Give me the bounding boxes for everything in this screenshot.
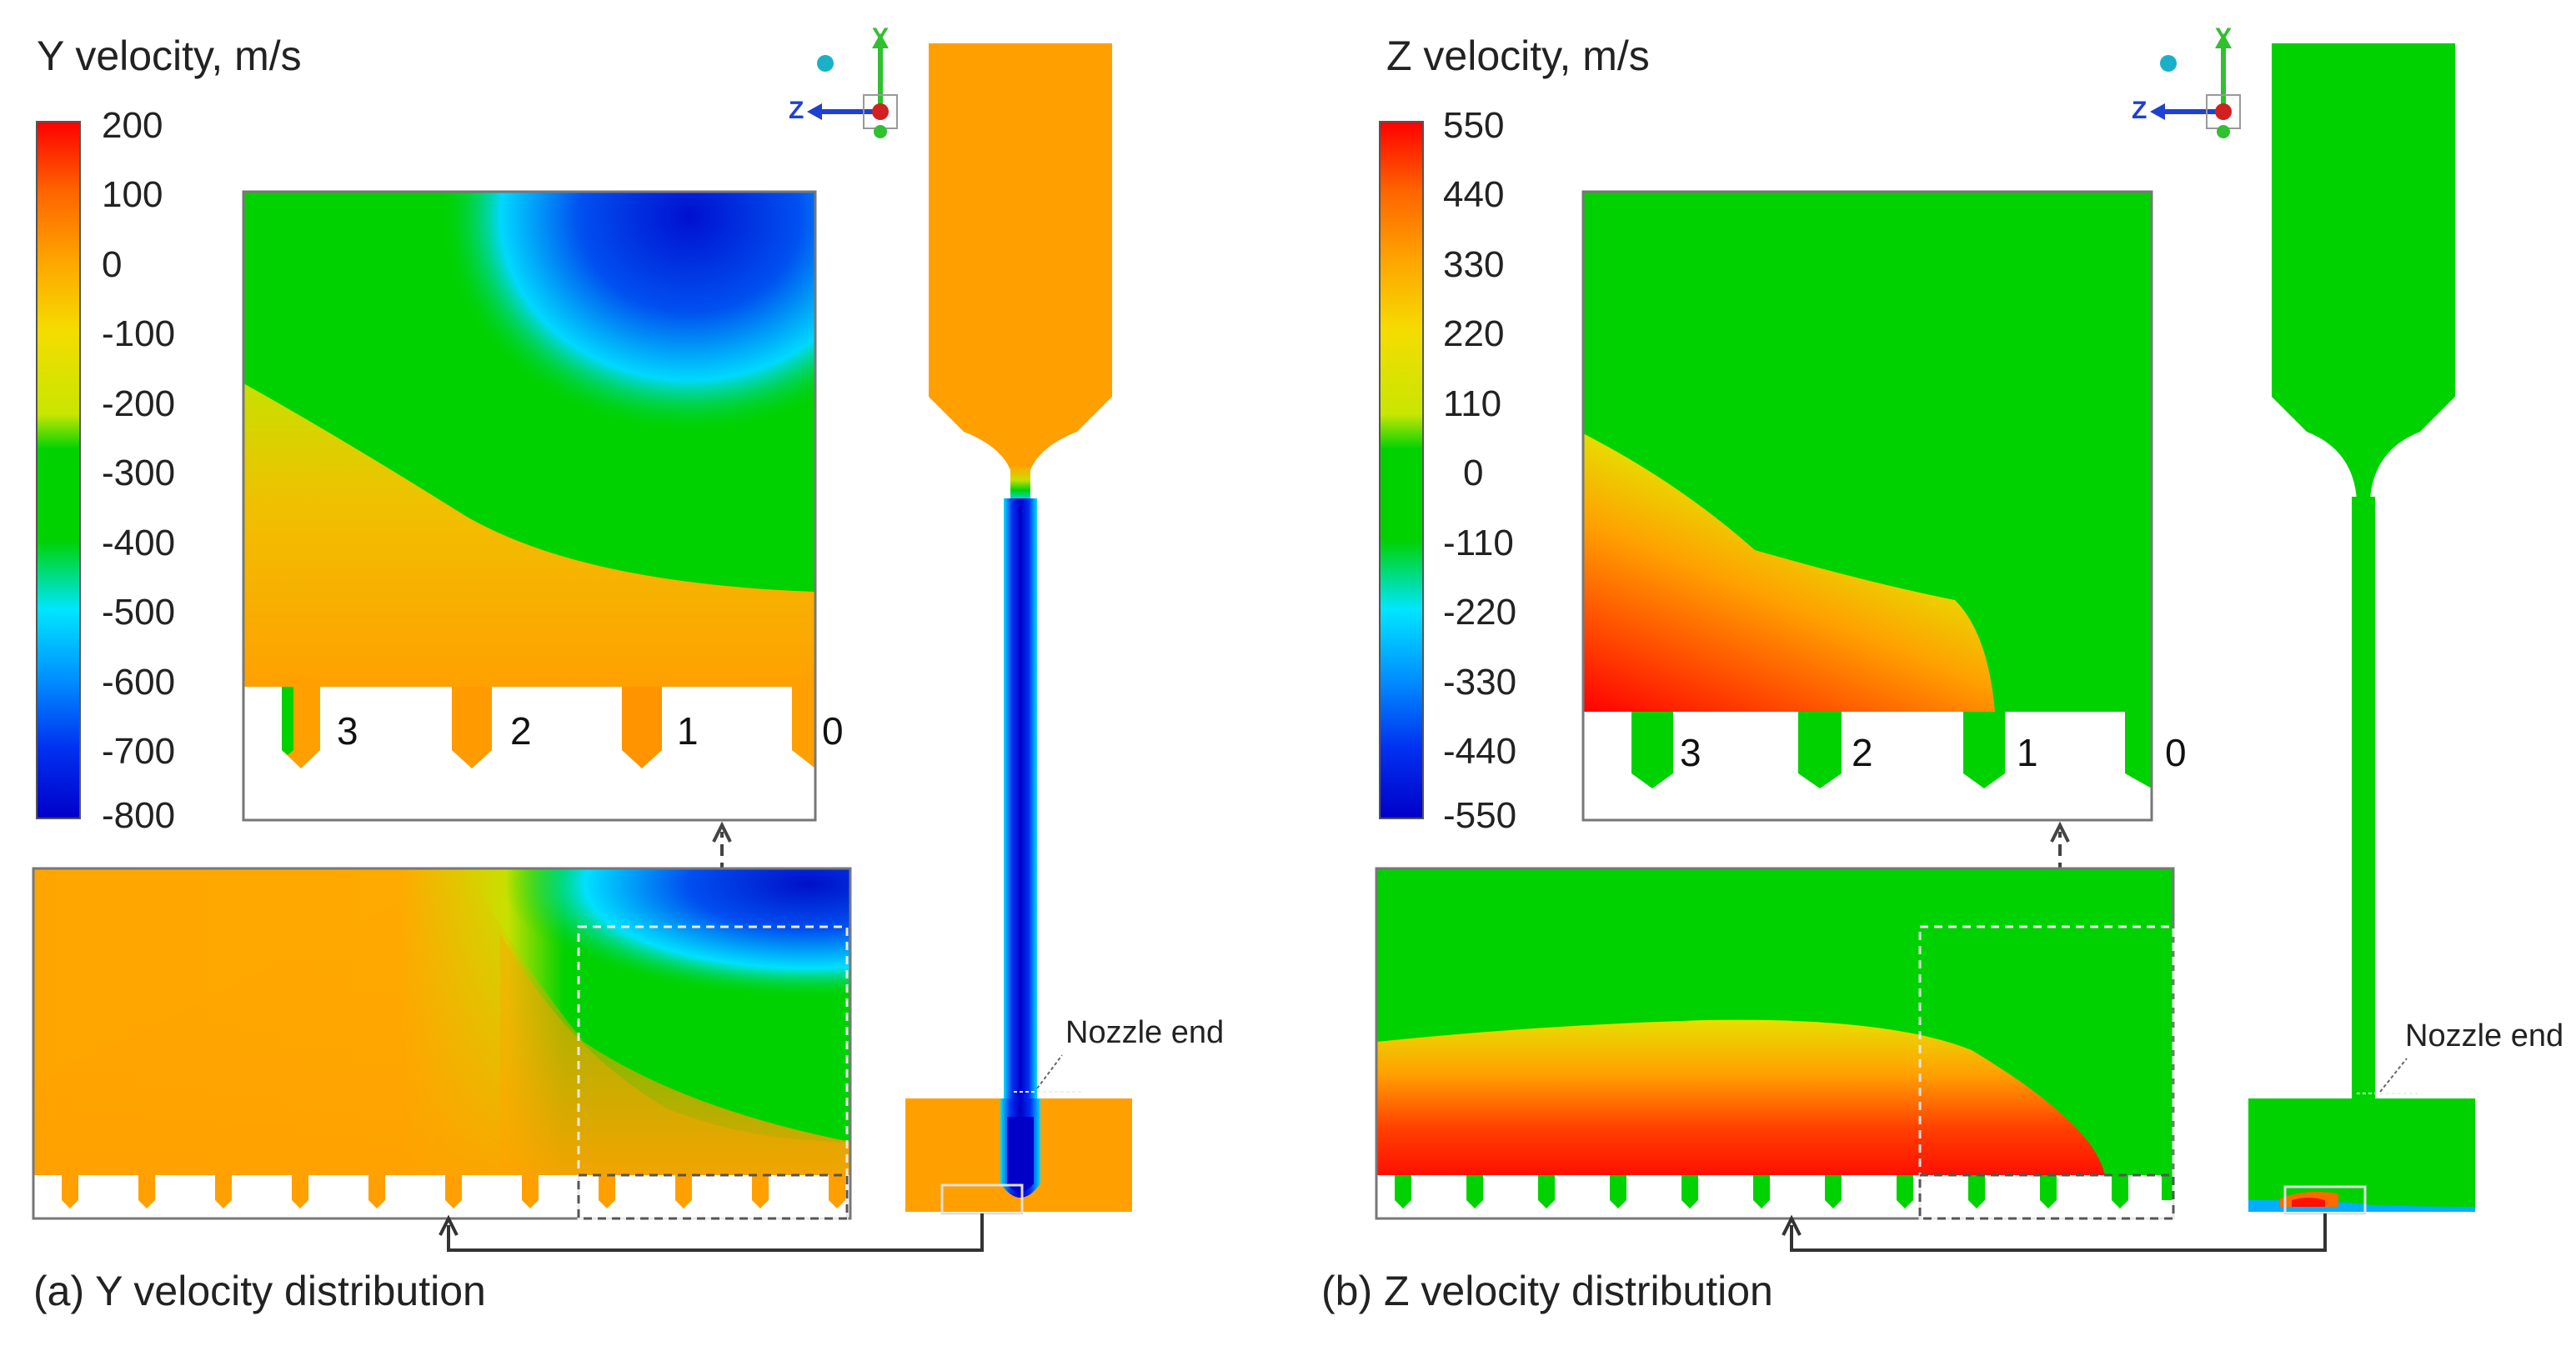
hole-label: 1 [677,709,699,753]
hole-label: 0 [2165,731,2187,774]
colorbar [36,121,81,819]
panel-b-graphic [1375,33,2475,1252]
nozzle-body [2248,43,2475,1215]
lower-domain-holes [1395,1175,2173,1208]
colorbar-tick: 550 [1443,105,1505,146]
axis-y-label: Y [2215,23,2233,51]
axis-triad-icon [807,33,898,138]
connector-arrow [447,1213,984,1252]
colorbar-tick: -330 [1443,662,1517,703]
hole-label: 2 [510,709,532,753]
hole-label: 3 [1680,731,1701,774]
colorbar-tick: -300 [102,453,176,493]
colorbar-tick: -600 [102,662,176,703]
nozzle-end-leader [1036,1054,1063,1089]
lower-domain-holes [62,1175,845,1208]
nozzle-end-leader [2379,1058,2408,1093]
figure-caption: (a) Y velocity distribution [33,1268,486,1314]
nozzle-end-label: Nozzle end [1065,1015,1225,1050]
axis-z-label: Z [789,97,804,124]
colorbar-tick: 110 [1443,383,1502,424]
lower-domain-contour [1375,867,2175,1220]
colorbar-tick: -110 [1443,523,1514,563]
nozzle-body [905,43,1132,1215]
zoom-region-box [1918,925,2175,1220]
colorbar-title: Y velocity, m/s [37,33,302,79]
colorbar-tick: -550 [1443,795,1517,836]
figure-caption: (b) Z velocity distribution [1321,1268,1773,1314]
colorbar [1379,121,1424,819]
colorbar-tick: 100 [102,174,163,215]
panel-y-velocity: Y velocity, m/s 200 100 0 -100 -200 -300… [32,23,1225,1314]
colorbar-tick: -500 [102,592,176,633]
colorbar-title: Z velocity, m/s [1386,33,1650,79]
axis-triad-icon [2150,33,2241,138]
colorbar-tick: -220 [1443,592,1517,633]
connector-arrow [1790,1213,2327,1252]
colorbar-tick: 0 [1463,453,1484,493]
axis-z-label: Z [2132,97,2148,124]
colorbar-tick: -700 [102,731,176,772]
inset-zoom [242,190,817,822]
panel-z-velocity: Z velocity, m/s 550 440 330 220 110 0 -1… [1288,0,2576,1346]
panel-a-graphic [32,33,1132,1252]
colorbar-tick: 440 [1443,174,1505,215]
colorbar-tick: -400 [102,523,176,563]
colorbar-tick: -440 [1443,731,1517,772]
inset-zoom [1581,190,2153,822]
colorbar-tick: -100 [102,313,176,354]
colorbar-tick: -200 [102,383,176,424]
colorbar-tick: 330 [1443,244,1505,285]
colorbar-tick: 220 [1443,313,1505,354]
colorbar-tick: 200 [102,105,163,146]
hole-label: 3 [337,709,358,753]
lower-domain-contour [32,867,852,1220]
colorbar-tick: 0 [102,244,123,285]
hole-label: 2 [1852,731,1873,774]
hole-label: 1 [2017,731,2038,774]
nozzle-end-label: Nozzle end [2405,1018,2564,1053]
axis-y-label: Y [872,23,890,51]
hole-label: 0 [822,709,844,753]
colorbar-tick: -800 [102,795,176,836]
